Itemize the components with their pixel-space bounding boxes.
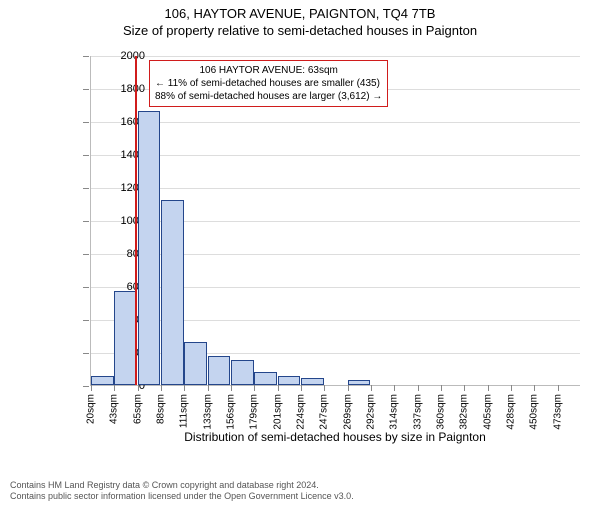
y-tick: [83, 89, 89, 90]
y-tick: [83, 320, 89, 321]
x-tick-label: 269sqm: [342, 394, 353, 430]
annotation-line-3: 88% of semi-detached houses are larger (…: [155, 90, 382, 103]
x-tick: [324, 385, 325, 391]
footer-line-1: Contains HM Land Registry data © Crown c…: [10, 480, 354, 491]
x-tick: [441, 385, 442, 391]
x-tick-label: 473sqm: [552, 394, 563, 430]
x-tick-label: 179sqm: [249, 394, 260, 430]
histogram-bar: [208, 356, 231, 385]
histogram-bar: [114, 291, 137, 385]
x-tick: [348, 385, 349, 391]
x-tick: [161, 385, 162, 391]
x-tick-label: 224sqm: [296, 394, 307, 430]
x-tick-label: 156sqm: [226, 394, 237, 430]
x-tick: [301, 385, 302, 391]
histogram-bar: [301, 378, 324, 385]
histogram-bar: [91, 376, 114, 385]
gridline: [91, 122, 580, 123]
x-tick: [184, 385, 185, 391]
y-tick: [83, 287, 89, 288]
y-tick: [83, 188, 89, 189]
x-tick: [91, 385, 92, 391]
gridline: [91, 188, 580, 189]
x-tick-label: 292sqm: [366, 394, 377, 430]
x-tick-label: 65sqm: [132, 394, 143, 424]
x-axis-label: Distribution of semi-detached houses by …: [90, 430, 580, 444]
gridline: [91, 155, 580, 156]
x-tick: [418, 385, 419, 391]
x-tick-label: 247sqm: [319, 394, 330, 430]
footer-attribution: Contains HM Land Registry data © Crown c…: [10, 480, 354, 502]
page-subtitle: Size of property relative to semi-detach…: [0, 23, 600, 38]
x-tick-label: 450sqm: [529, 394, 540, 430]
y-tick: [83, 386, 89, 387]
annotation-line-1: 106 HAYTOR AVENUE: 63sqm: [155, 64, 382, 77]
x-tick: [254, 385, 255, 391]
x-tick-label: 382sqm: [459, 394, 470, 430]
y-tick: [83, 254, 89, 255]
x-tick-label: 43sqm: [109, 394, 120, 424]
histogram-bar: [254, 372, 277, 385]
x-tick: [488, 385, 489, 391]
chart-container: Number of semi-detached properties 02004…: [30, 46, 590, 446]
x-tick-label: 337sqm: [412, 394, 423, 430]
page-title: 106, HAYTOR AVENUE, PAIGNTON, TQ4 7TB: [0, 6, 600, 21]
x-tick: [114, 385, 115, 391]
histogram-bar: [348, 380, 371, 385]
marker-line: [135, 56, 137, 385]
x-tick-label: 428sqm: [506, 394, 517, 430]
footer-line-2: Contains public sector information licen…: [10, 491, 354, 502]
plot-area: 020040060080010001200140016001800200020s…: [90, 56, 580, 386]
y-tick: [83, 353, 89, 354]
x-tick: [371, 385, 372, 391]
y-tick: [83, 56, 89, 57]
annotation-box: 106 HAYTOR AVENUE: 63sqm← 11% of semi-de…: [149, 60, 388, 107]
histogram-bar: [278, 376, 301, 385]
histogram-bar: [138, 111, 161, 385]
histogram-bar: [231, 360, 254, 385]
x-tick-label: 133sqm: [202, 394, 213, 430]
y-tick: [83, 155, 89, 156]
y-tick: [83, 221, 89, 222]
x-tick-label: 405sqm: [482, 394, 493, 430]
x-tick-label: 360sqm: [436, 394, 447, 430]
y-tick: [83, 122, 89, 123]
y-tick-label: 1800: [105, 83, 145, 95]
x-tick: [231, 385, 232, 391]
y-tick-label: 2000: [105, 50, 145, 62]
x-tick: [208, 385, 209, 391]
x-tick-label: 88sqm: [156, 394, 167, 424]
x-tick: [138, 385, 139, 391]
x-tick: [511, 385, 512, 391]
x-tick-label: 111sqm: [179, 394, 190, 428]
x-tick-label: 20sqm: [86, 394, 97, 424]
x-tick: [278, 385, 279, 391]
x-tick: [534, 385, 535, 391]
histogram-bar: [184, 342, 207, 385]
x-tick: [394, 385, 395, 391]
x-tick: [464, 385, 465, 391]
gridline: [91, 56, 580, 57]
x-tick: [558, 385, 559, 391]
x-tick-label: 314sqm: [389, 394, 400, 430]
annotation-line-2: ← 11% of semi-detached houses are smalle…: [155, 77, 382, 90]
x-tick-label: 201sqm: [272, 394, 283, 430]
histogram-bar: [161, 200, 184, 385]
